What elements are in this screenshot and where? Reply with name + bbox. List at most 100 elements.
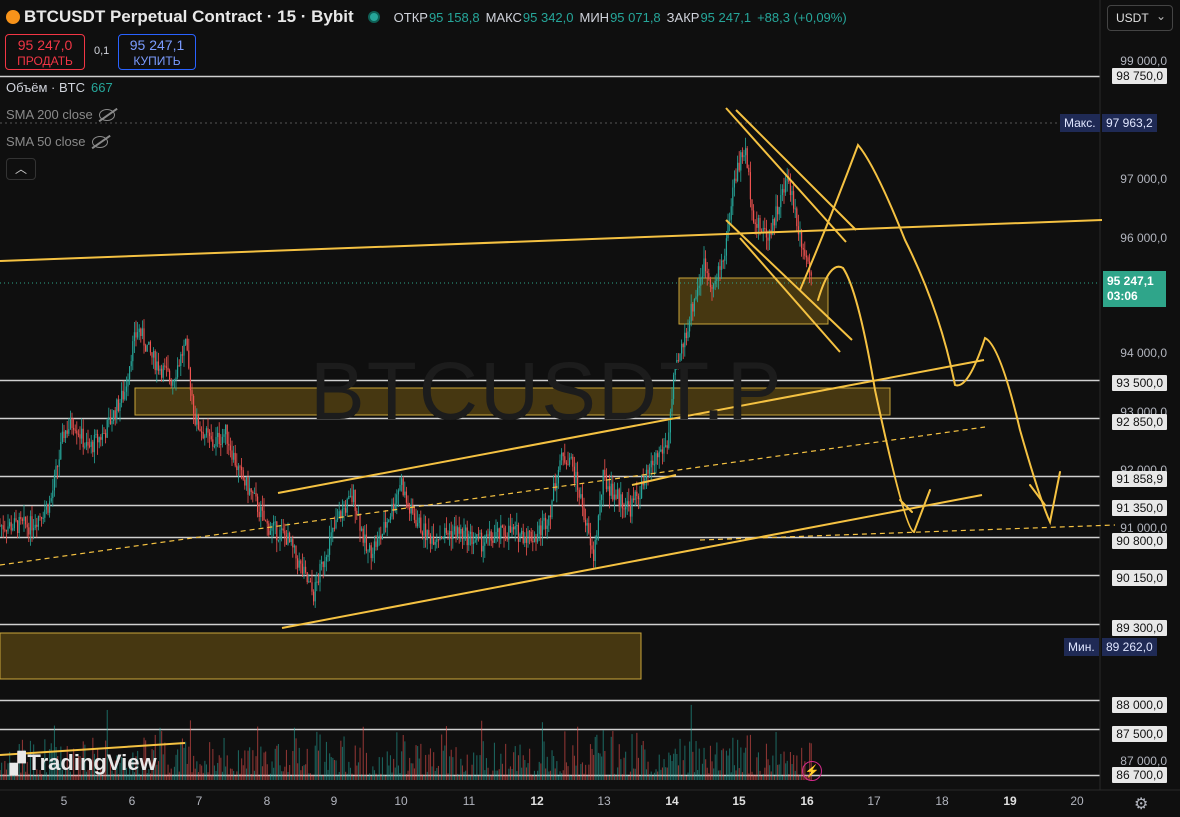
candle-body xyxy=(327,554,329,558)
volume-bar xyxy=(375,773,377,780)
volume-bar xyxy=(621,774,623,780)
collapse-indicators-button[interactable]: ︿ xyxy=(6,158,36,180)
candle-body xyxy=(516,525,518,527)
ohlc-values: ОТКР 95 158,8 МАКС 95 342,0 МИН 95 071,8 ЗА… xyxy=(388,10,847,25)
candle-body xyxy=(743,155,745,158)
volume-bar xyxy=(729,748,731,780)
volume-bar xyxy=(271,761,273,780)
candle-body xyxy=(535,537,537,542)
volume-bar xyxy=(716,742,718,780)
volume-bar xyxy=(500,753,502,780)
candle-body xyxy=(37,516,39,527)
candle-body xyxy=(364,534,366,543)
candle-body xyxy=(333,527,335,529)
volume-bar xyxy=(191,772,193,780)
volume-bar xyxy=(559,771,561,780)
eye-hidden-icon[interactable] xyxy=(98,108,115,121)
volume-bar xyxy=(706,767,708,780)
volume-bar xyxy=(725,750,727,780)
candle-body xyxy=(733,178,735,188)
symbol-title[interactable]: BTCUSDT Perpetual Contract · 15 · Bybit xyxy=(24,7,354,26)
volume-bar xyxy=(671,761,673,780)
candle-body xyxy=(775,206,777,226)
candle-body xyxy=(666,445,668,448)
candle-body xyxy=(31,516,33,531)
tradingview-logo[interactable]: ▞ TradingView xyxy=(10,750,157,776)
candle-body xyxy=(321,561,323,564)
volume-bar xyxy=(418,758,420,780)
candle-body xyxy=(196,415,198,425)
candle-body xyxy=(265,520,267,522)
settings-gear-icon[interactable]: ⚙ xyxy=(1134,796,1149,813)
volume-bar xyxy=(113,773,115,780)
candle-body xyxy=(105,433,107,438)
volume-bar xyxy=(373,770,375,780)
volume-bar xyxy=(506,774,508,780)
candle-body xyxy=(489,531,491,536)
volume-bar xyxy=(417,746,419,780)
candle-body xyxy=(652,460,654,465)
volume-bar xyxy=(341,746,343,780)
level-label: 93 500,0 xyxy=(1112,375,1167,391)
candle-body xyxy=(458,527,460,534)
volume-bar xyxy=(540,763,542,780)
volume-bar xyxy=(23,749,25,780)
volume-bar xyxy=(212,748,214,780)
volume-bar xyxy=(335,760,337,780)
volume-bar xyxy=(47,775,49,780)
volume-bar xyxy=(769,765,771,780)
candle-body xyxy=(20,516,22,520)
eye-hidden-icon[interactable] xyxy=(91,135,108,148)
volume-bar xyxy=(530,774,532,780)
volume-bar xyxy=(36,769,38,780)
volume-bar xyxy=(156,764,158,780)
flash-icon[interactable]: ⚡ xyxy=(802,761,822,781)
volume-bar xyxy=(234,775,236,780)
volume-bar xyxy=(639,775,641,780)
candle-body xyxy=(245,476,247,486)
candle-body xyxy=(780,195,782,208)
volume-bar xyxy=(551,750,553,780)
candle-body xyxy=(21,519,23,521)
indicator-sma50[interactable]: SMA 50 close xyxy=(6,134,108,149)
candle-body xyxy=(311,582,313,592)
candle-body xyxy=(215,437,217,447)
volume-bar xyxy=(213,765,215,780)
candle-body xyxy=(508,525,510,540)
sell-button[interactable]: 95 247,0 ПРОДАТЬ xyxy=(5,34,85,70)
indicator-sma200[interactable]: SMA 200 close xyxy=(6,107,115,122)
candle-body xyxy=(284,530,286,536)
currency-select[interactable]: USDT ⌄ xyxy=(1107,5,1173,31)
candle-body xyxy=(63,431,65,439)
candle-body xyxy=(199,428,201,432)
volume-bar xyxy=(754,775,756,780)
candle-body xyxy=(727,219,729,239)
candle-body xyxy=(537,533,539,542)
candle-body xyxy=(308,581,310,583)
min-tag-label: Мин. xyxy=(1064,638,1099,656)
candle-body xyxy=(767,237,769,241)
volume-bar xyxy=(138,773,140,780)
candle-body xyxy=(271,525,273,531)
candle-body xyxy=(647,469,649,474)
volume-bar xyxy=(692,751,694,780)
indicator-volume[interactable]: Объём · BTC 667 xyxy=(6,80,113,95)
candle-body xyxy=(524,536,526,543)
candle-body xyxy=(437,539,439,541)
volume-bar xyxy=(578,775,580,780)
volume-bar xyxy=(245,768,247,780)
candle-body xyxy=(234,452,236,466)
candle-body xyxy=(620,494,622,506)
max-tag-value: 97 963,2 xyxy=(1102,114,1157,132)
time-tick: 12 xyxy=(530,794,544,808)
buy-button[interactable]: 95 247,1 КУПИТЬ xyxy=(118,34,196,70)
volume-bar xyxy=(183,747,185,780)
candle-body xyxy=(13,518,15,529)
volume-bar xyxy=(361,774,363,780)
candle-body xyxy=(255,492,257,497)
volume-bar xyxy=(345,771,347,780)
candle-body xyxy=(391,503,393,517)
candle-body xyxy=(626,501,628,508)
volume-bar xyxy=(269,773,271,780)
